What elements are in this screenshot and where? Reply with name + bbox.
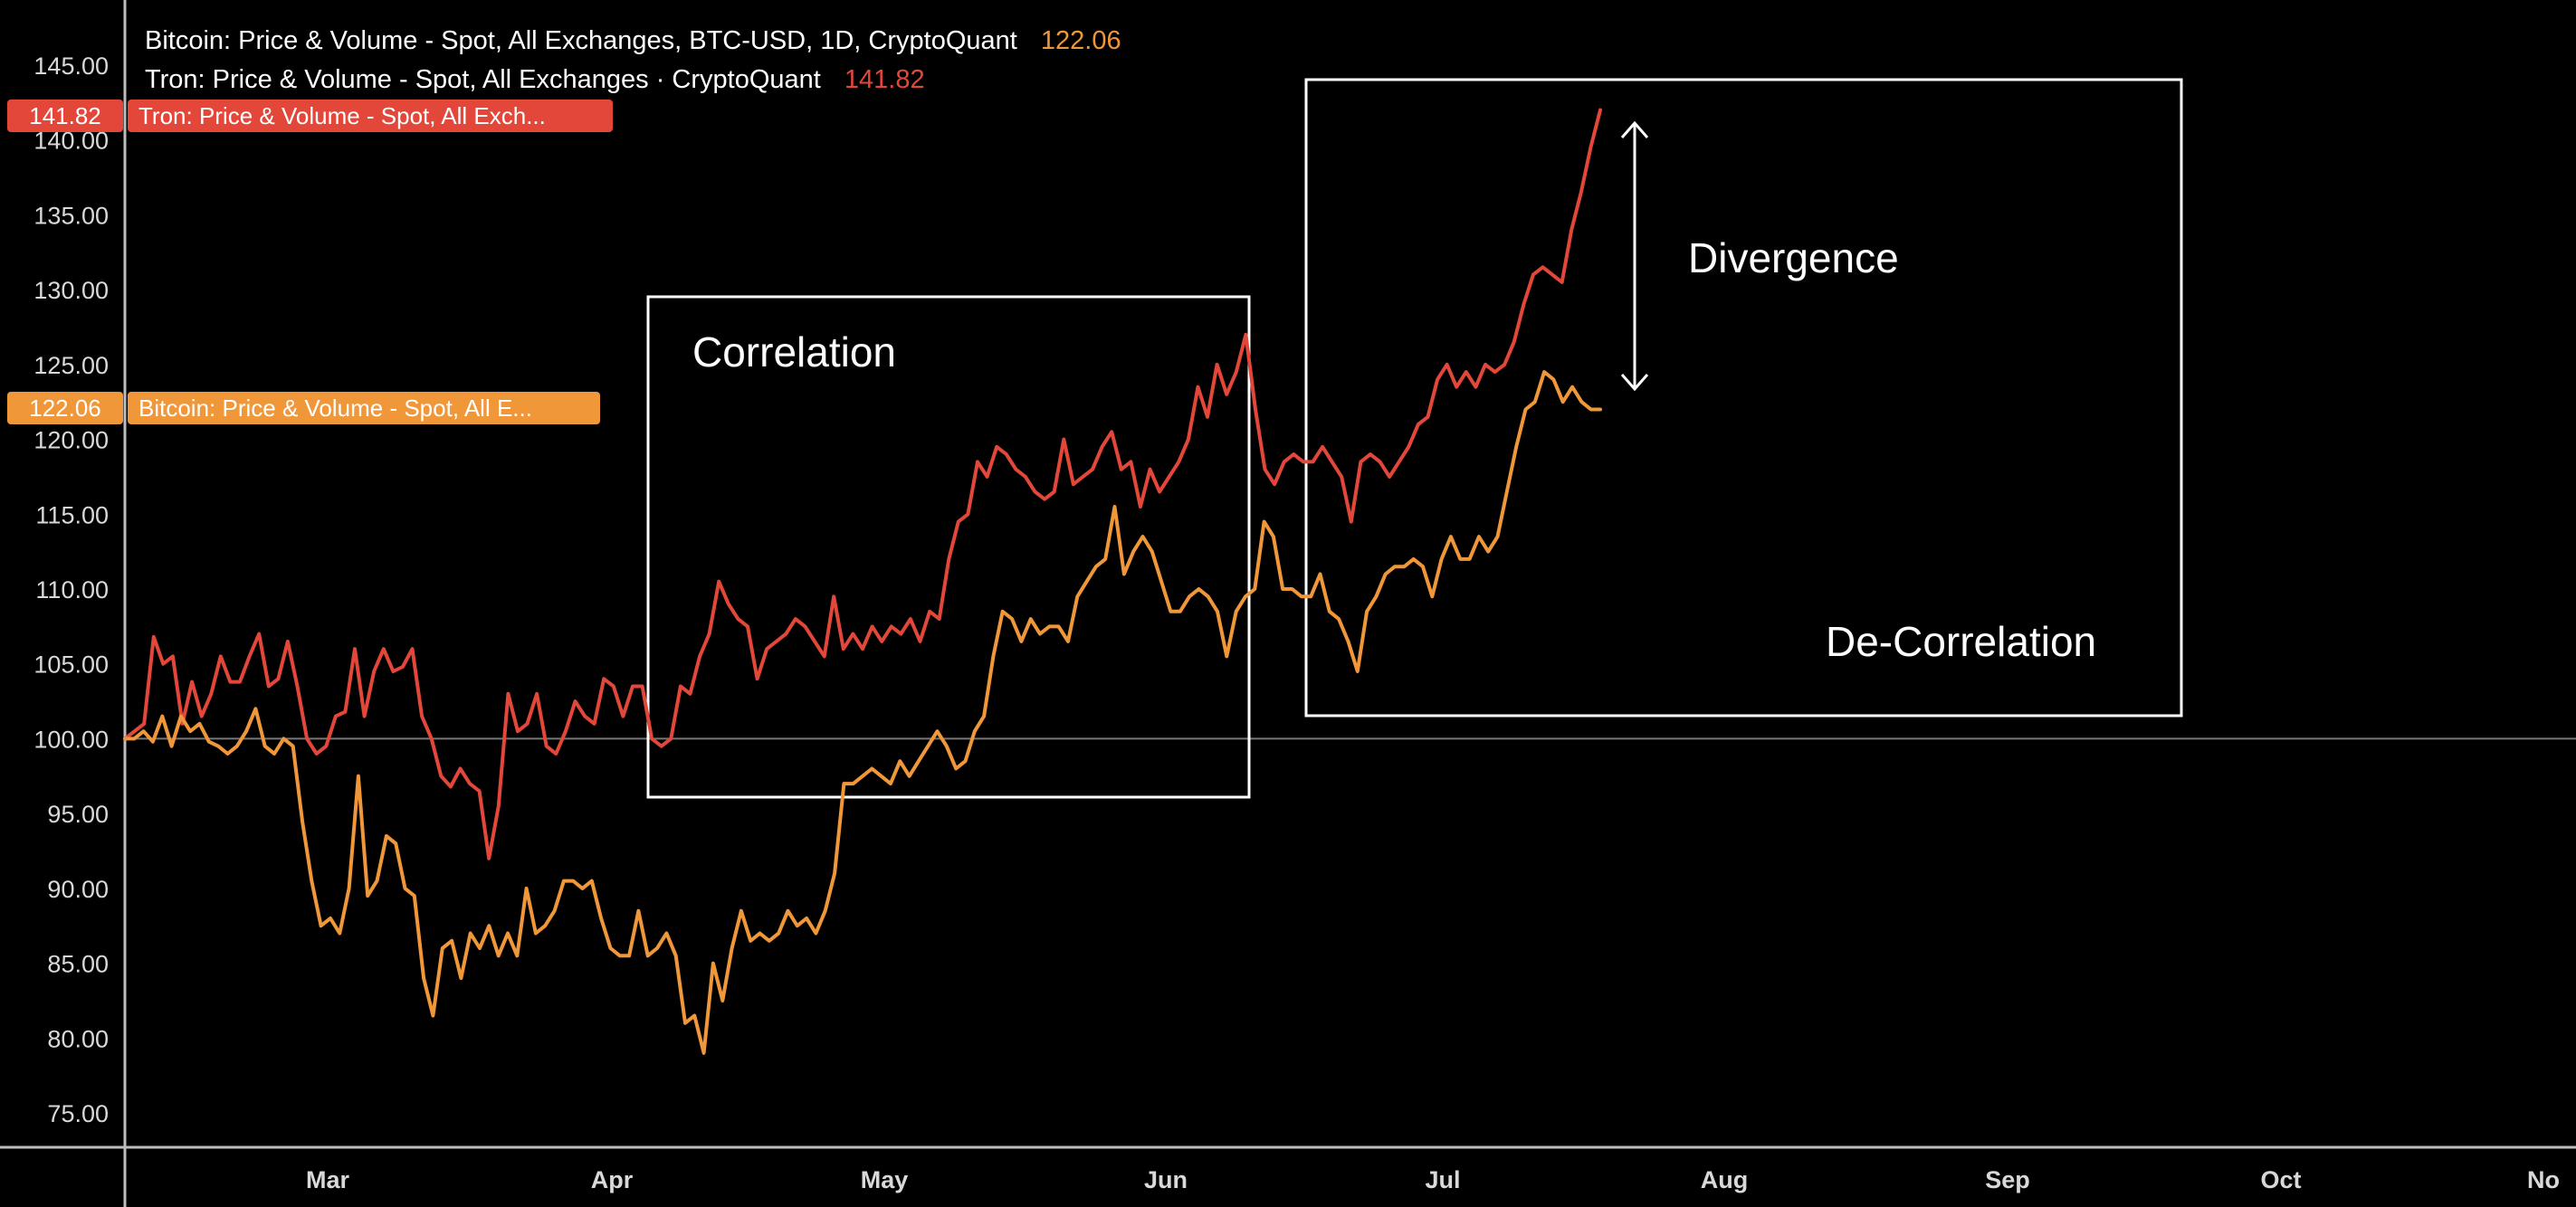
divergence-arrow — [1620, 120, 1649, 392]
tron-price-tag-value: 141.82 — [29, 102, 101, 129]
y-tick-label: 130.00 — [33, 277, 109, 304]
x-tick-label: Aug — [1701, 1166, 1748, 1193]
y-tick-label: 80.00 — [47, 1025, 109, 1052]
de-correlation-box — [1304, 78, 2183, 718]
correlation-label: Correlation — [692, 328, 896, 375]
correlation-box — [646, 295, 1251, 799]
tron-price-tag-label: Tron: Price & Volume - Spot, All Exch... — [138, 102, 546, 129]
y-tick-label: 85.00 — [47, 951, 109, 978]
y-tick-label: 100.00 — [33, 726, 109, 753]
svg-text:Tron: Price & Volume - Spot, A: Tron: Price & Volume - Spot, All Exchang… — [145, 65, 925, 94]
series-layer — [123, 108, 1602, 1055]
x-tick-label: Apr — [591, 1166, 634, 1193]
y-tick-label: 115.00 — [35, 501, 109, 528]
legend-bitcoin-label: Bitcoin: Price & Volume - Spot, All Exch… — [145, 26, 1017, 55]
y-tick-label: 145.00 — [33, 52, 109, 80]
tron-price-tag: 141.82 Tron: Price & Volume - Spot, All … — [7, 100, 613, 132]
legend: Bitcoin: Price & Volume - Spot, All Exch… — [145, 26, 1121, 94]
legend-bitcoin-value: 122.06 — [1041, 26, 1121, 55]
y-tick-label: 125.00 — [33, 352, 109, 379]
y-tick-label: 90.00 — [47, 876, 109, 903]
legend-tron-value: 141.82 — [844, 65, 925, 94]
y-axis-ticks: 145.00140.00135.00130.00125.00120.00115.… — [33, 52, 109, 1127]
bitcoin-series-line — [123, 370, 1602, 1055]
y-tick-label: 95.00 — [47, 801, 109, 828]
divergence-label: Divergence — [1688, 234, 1899, 281]
bitcoin-price-tag: 122.06 Bitcoin: Price & Volume - Spot, A… — [7, 392, 600, 424]
x-tick-label: Oct — [2260, 1166, 2301, 1193]
y-tick-label: 120.00 — [33, 427, 109, 454]
svg-text:Bitcoin: Price & Volume - Spot: Bitcoin: Price & Volume - Spot, All Exch… — [145, 26, 1121, 55]
x-tick-label: Jul — [1425, 1166, 1460, 1193]
y-tick-label: 105.00 — [33, 651, 109, 679]
x-tick-label: No — [2527, 1166, 2560, 1193]
y-tick-label: 110.00 — [35, 576, 109, 604]
bitcoin-price-tag-label: Bitcoin: Price & Volume - Spot, All E... — [138, 394, 532, 422]
x-tick-label: Sep — [1985, 1166, 2030, 1193]
y-tick-label: 135.00 — [33, 202, 109, 229]
x-axis-ticks: Mar Apr May Jun Jul Aug Sep Oct No — [306, 1166, 2560, 1193]
tron-series-line — [123, 108, 1602, 860]
x-tick-label: May — [861, 1166, 909, 1193]
de-correlation-label: De-Correlation — [1826, 618, 2096, 665]
x-tick-label: Mar — [306, 1166, 350, 1193]
bitcoin-price-tag-value: 122.06 — [29, 394, 101, 422]
x-tick-label: Jun — [1144, 1166, 1188, 1193]
y-tick-label: 75.00 — [47, 1100, 109, 1127]
legend-tron-label: Tron: Price & Volume - Spot, All Exchang… — [145, 65, 821, 94]
